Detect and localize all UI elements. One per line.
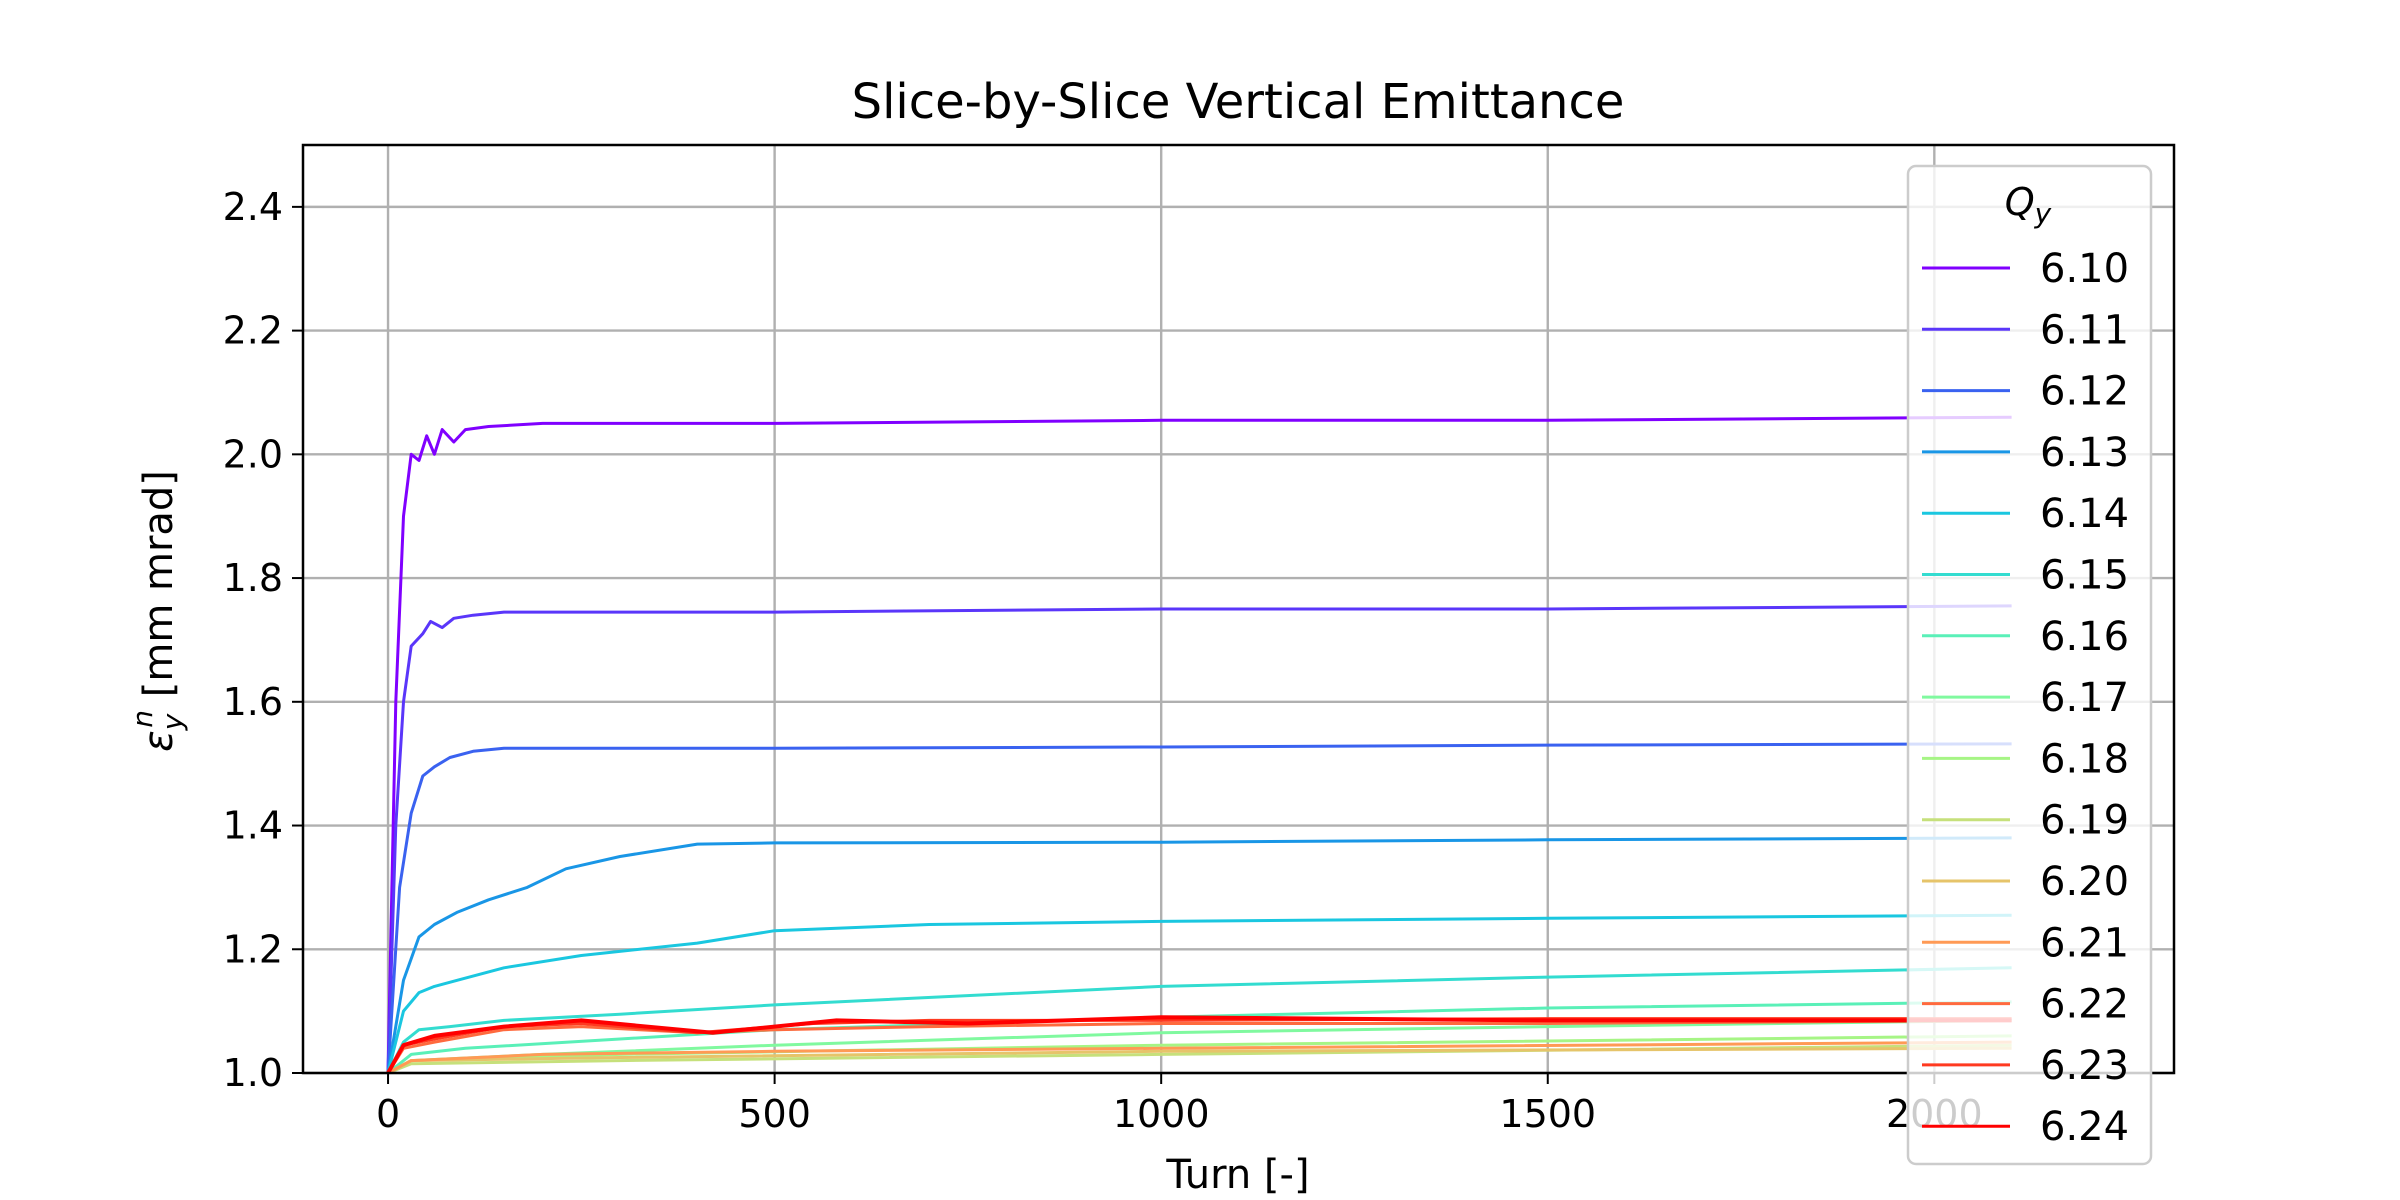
series-line-6-10: [386, 415, 2012, 1073]
legend-title: Qy: [2005, 180, 2052, 230]
y-tick-label: 2.2: [223, 309, 283, 353]
series-line-6-16: [387, 1000, 2012, 1073]
legend-label: 6.16: [2040, 614, 2129, 660]
y-axis-label: εyn [mm mrad]: [126, 470, 189, 752]
legend-label: 6.14: [2040, 491, 2129, 537]
y-tick-label: 2.4: [223, 185, 283, 229]
legend-entries: 6.10 6.11 6.12 6.13 6.14 6.15 6.16 6.17 6.18 6.19…: [1922, 246, 2129, 1150]
series-line-6-11: [386, 604, 2012, 1073]
legend-label: 6.17: [2040, 675, 2129, 721]
y-tick-label: 1.4: [223, 804, 283, 848]
series-line-6-13: [386, 836, 2012, 1073]
legend-label: 6.18: [2040, 736, 2129, 782]
y-tick-label: 1.8: [223, 556, 283, 600]
legend: Qy 6.106.116.126.136.146.156.166.176.186…: [1906, 164, 2153, 1166]
y-axis-label-sup: n: [126, 710, 159, 728]
legend-label: 6.21: [2040, 920, 2129, 966]
y-axis-label-sub: y: [156, 713, 189, 731]
legend-box: [1906, 164, 2153, 1166]
plot-frame: [301, 143, 2176, 1075]
legend-label: 6.24: [2040, 1104, 2129, 1150]
series-lines: [386, 415, 2012, 1073]
x-tick-label: 1000: [1113, 1092, 1210, 1136]
series-line-6-14: [386, 913, 2012, 1073]
series-line-6-15: [386, 966, 2012, 1073]
axis-ticks: 05001000150020001.01.21.41.61.82.02.22.4: [223, 185, 1983, 1136]
y-tick-label: 1.2: [223, 927, 283, 971]
legend-label: 6.12: [2040, 369, 2129, 415]
legend-label: 6.20: [2040, 859, 2129, 905]
y-axis-label-symbol: ε: [136, 730, 182, 752]
y-axis-label-unit: [mm mrad]: [136, 470, 182, 710]
chart-title: Slice-by-Slice Vertical Emittance: [852, 74, 1625, 130]
legend-label: 6.19: [2040, 798, 2129, 844]
x-tick-label: 0: [376, 1092, 400, 1136]
x-tick-label: 500: [738, 1092, 811, 1136]
legend-label: 6.23: [2040, 1043, 2129, 1089]
legend-title-symbol: Q: [2005, 180, 2035, 224]
series-line-6-21: [387, 1040, 2012, 1073]
legend-label: 6.10: [2040, 246, 2129, 292]
legend-title-sub: y: [2034, 197, 2052, 230]
series-line-6-12: [386, 742, 2012, 1073]
y-tick-label: 1.0: [223, 1051, 283, 1095]
x-tick-label: 1500: [1499, 1092, 1596, 1136]
legend-label: 6.11: [2040, 307, 2129, 353]
y-tick-label: 1.6: [223, 680, 283, 724]
legend-label: 6.15: [2040, 553, 2129, 599]
legend-label: 6.13: [2040, 430, 2129, 476]
legend-label: 6.22: [2040, 982, 2129, 1028]
x-axis-label: Turn [-]: [1165, 1152, 1309, 1198]
series-line-6-24: [386, 1015, 2012, 1073]
y-tick-label: 2.0: [223, 432, 283, 476]
